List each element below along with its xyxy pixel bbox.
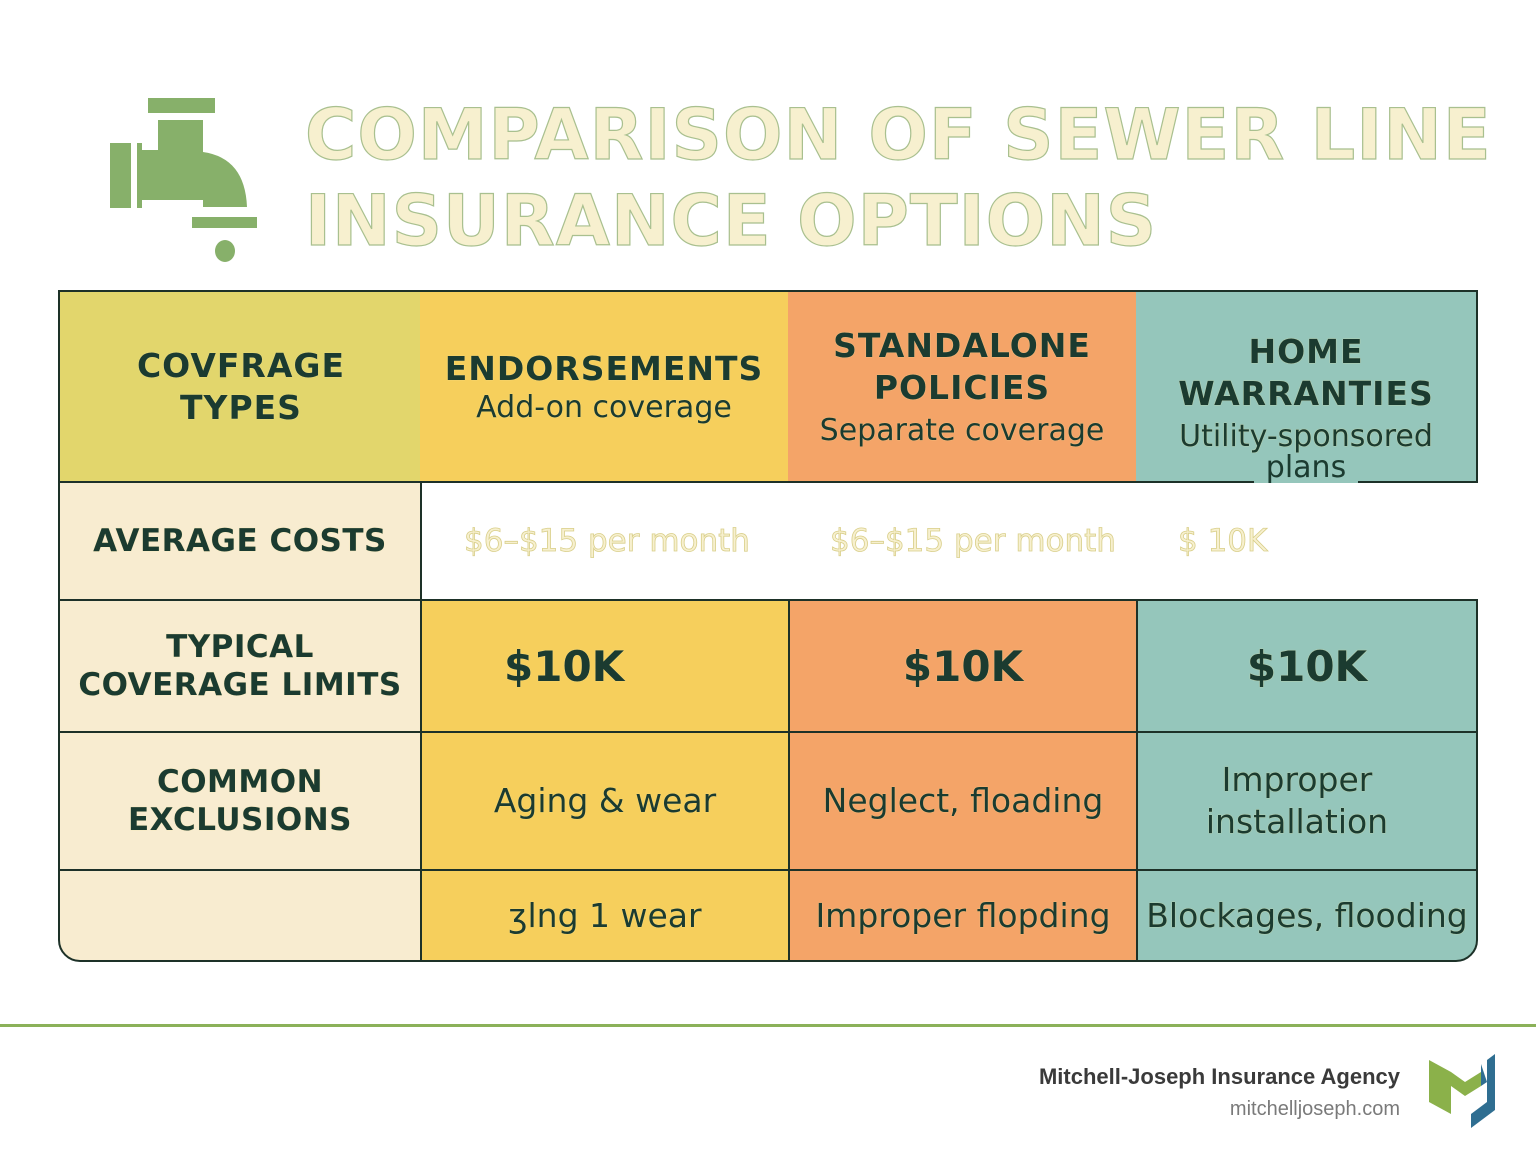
cell-value-line-2: installation	[1205, 802, 1389, 841]
page-title: COMPARISON OF SEWER LINE INSURANCE OPTIO…	[304, 92, 1505, 264]
comparison-table: COVFRAGE TYPES ENDORSEMENTS Add-on cover…	[58, 290, 1478, 962]
cell-value: $10K	[504, 641, 625, 691]
row-label-empty	[58, 869, 422, 962]
cell-limits-warranties: $10K	[1136, 599, 1478, 733]
cell-value: $ 10K	[1178, 523, 1268, 560]
footer-divider	[0, 1024, 1536, 1027]
cell-value: Improper flopding	[815, 895, 1111, 935]
cell-limits-standalone: $10K	[788, 599, 1138, 733]
title-line-1: COMPARISON OF SEWER LINE	[304, 93, 1492, 176]
cell-value: $6–$15 per month	[464, 523, 751, 560]
cell-value: $6–$15 per month	[830, 523, 1117, 560]
column-title-line-2: WARRANTIES	[1178, 373, 1434, 413]
row-label-average-costs: AVERAGE COSTS	[58, 481, 422, 601]
header-label-line-1: COVFRAGE	[136, 345, 346, 385]
cell-value: $10K	[1246, 641, 1368, 691]
column-subtitle: Add-on coverage	[476, 389, 732, 425]
cell-limits-endorsements: $10K	[420, 599, 790, 733]
cell-row4-standalone: Improper flopding	[788, 869, 1138, 962]
column-title-line-1: STANDALONE	[833, 325, 1091, 365]
cell-value: Blockages, flooding	[1146, 895, 1468, 935]
faucet-icon	[110, 98, 257, 262]
column-title-line-1: HOME	[1248, 331, 1364, 371]
cell-value: Aging & wear	[493, 781, 717, 820]
cell-average-costs-warranties: $ 10K	[1136, 483, 1478, 599]
company-name: Mitchell-Joseph Insurance Agency	[1038, 1064, 1400, 1089]
row-label-typical-coverage-limits: TYPICAL COVERAGE LIMITS	[58, 599, 422, 733]
row-label-line-1: TYPICAL	[166, 629, 314, 665]
header-home-warranties: HOME WARRANTIES Utility-sponsored	[1136, 290, 1478, 483]
cell-value-line-1: Improper	[1221, 760, 1373, 799]
column-subtitle-line-2: plans	[1265, 450, 1347, 485]
cell-value: $10K	[902, 641, 1024, 691]
company-url[interactable]: mitchelljoseph.com	[1229, 1098, 1400, 1120]
cell-exclusions-warranties: Improper installation	[1136, 731, 1478, 871]
row-label-line-2: COVERAGE LIMITS	[78, 667, 402, 703]
column-title-line-2: POLICIES	[873, 367, 1051, 407]
mj-logo-icon	[1429, 1054, 1495, 1128]
title-line-2: INSURANCE OPTIONS	[304, 179, 1158, 262]
cell-value: ʒlng 1 wear	[508, 895, 702, 935]
cell-exclusions-standalone: Neglect, floading	[788, 731, 1138, 871]
row-label-line-2: EXCLUSIONS	[127, 802, 353, 838]
cell-average-costs-standalone: $6–$15 per month	[788, 483, 1136, 599]
row-label-line-1: COMMON	[156, 764, 324, 800]
column-subtitle: Separate coverage	[819, 412, 1105, 448]
row-label-common-exclusions: COMMON EXCLUSIONS	[58, 731, 422, 871]
cell-row4-endorsements: ʒlng 1 wear	[420, 869, 790, 962]
header-standalone-policies: STANDALONE POLICIES Separate coverage	[788, 290, 1136, 483]
header-label-line-2: TYPES	[180, 387, 302, 427]
column-title: ENDORSEMENTS	[444, 348, 764, 388]
header-endorsements: ENDORSEMENTS Add-on coverage	[420, 290, 788, 483]
cell-row4-warranties: Blockages, flooding	[1136, 869, 1478, 962]
cell-average-costs-endorsements: $6–$15 per month	[422, 483, 788, 599]
cell-exclusions-endorsements: Aging & wear	[420, 731, 790, 871]
column-subtitle: Utility-sponsored	[1179, 418, 1433, 454]
header-label-cell: COVFRAGE TYPES	[58, 290, 422, 483]
cell-value: Neglect, floading	[822, 781, 1104, 820]
row-label-text: AVERAGE COSTS	[93, 523, 387, 559]
